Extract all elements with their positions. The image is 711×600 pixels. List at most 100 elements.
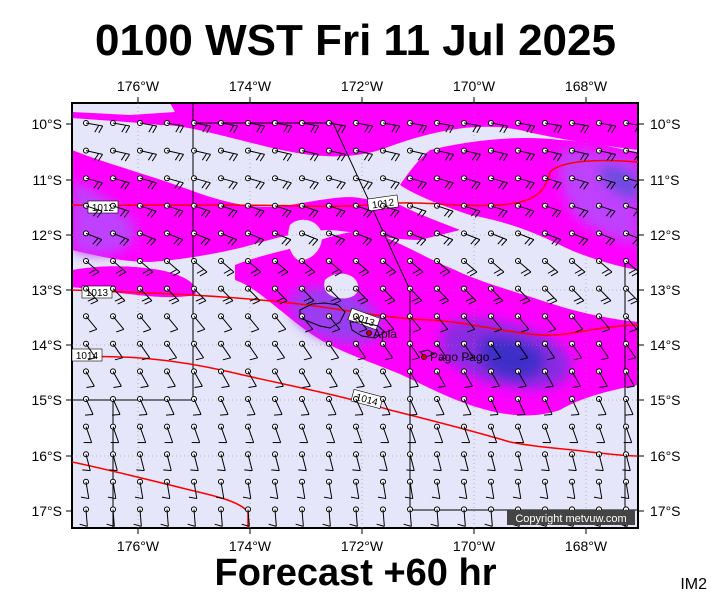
wind-barb <box>431 478 441 500</box>
wind-barb <box>541 451 550 472</box>
wind-barb <box>623 147 638 161</box>
wind-barb <box>596 313 611 333</box>
wind-barb <box>352 451 361 472</box>
wind-barb <box>191 285 207 305</box>
wind-barb <box>407 120 428 134</box>
wind-barb <box>596 147 616 162</box>
wind-barb <box>596 175 616 190</box>
wind-barb <box>353 285 369 305</box>
wind-barb <box>245 202 265 218</box>
wind-barb <box>137 258 154 277</box>
wind-barb <box>380 340 394 361</box>
wind-barb <box>353 147 373 162</box>
wind-barb <box>136 451 145 472</box>
wind-barb <box>569 147 589 162</box>
wind-barb <box>434 175 454 190</box>
wind-barb <box>461 230 481 246</box>
wind-barb <box>407 175 427 190</box>
wind-barb <box>137 120 158 134</box>
lat-label: 16°S <box>650 448 681 464</box>
wind-barb <box>353 340 367 361</box>
wind-barb <box>596 368 608 389</box>
wind-barb <box>134 478 144 500</box>
isobar-label: 1013 <box>86 288 109 299</box>
wind-barb <box>191 175 211 190</box>
lat-label: 11°S <box>33 172 62 188</box>
wind-barb <box>539 478 549 500</box>
wind-barb <box>295 506 305 527</box>
wind-barb <box>349 506 359 527</box>
wind-barb <box>353 230 373 246</box>
lon-label: 176°W <box>117 538 160 554</box>
wind-barb <box>164 202 184 218</box>
lat-label: 10°S <box>31 116 62 132</box>
wind-barb <box>622 451 631 472</box>
wind-barb <box>299 285 315 305</box>
wind-barb <box>596 230 616 246</box>
lat-label: 12°S <box>31 227 62 243</box>
wind-barb <box>353 175 373 190</box>
wind-barb <box>245 396 256 416</box>
wind-barb <box>83 258 100 277</box>
wind-barb <box>488 230 508 246</box>
wind-barb <box>191 230 211 246</box>
wind-barb <box>299 202 319 218</box>
wind-barb <box>593 478 603 500</box>
wind-barb <box>623 202 638 218</box>
wind-barb <box>434 423 444 444</box>
wind-barb <box>353 313 368 333</box>
wind-barb <box>191 313 206 333</box>
wind-barb <box>83 368 95 389</box>
wind-barb <box>542 230 562 246</box>
latitude-labels-right: 10°S 11°S 12°S 13°S 14°S 15°S 16°S 17°S <box>650 116 681 519</box>
wind-barb <box>460 451 469 472</box>
wind-barb <box>137 285 153 305</box>
wind-barb <box>161 478 171 500</box>
wind-barb <box>191 147 211 162</box>
lat-label: 14°S <box>650 337 681 353</box>
wind-barb <box>542 396 553 416</box>
wind-barb <box>407 340 421 361</box>
wind-barb <box>218 396 229 416</box>
wind-barb <box>214 506 224 527</box>
wind-barb <box>296 478 306 500</box>
wind-barb <box>299 368 311 389</box>
wind-barb <box>83 285 99 305</box>
wind-barb <box>485 478 495 500</box>
wind-barb <box>107 478 117 500</box>
wind-barb <box>407 313 422 333</box>
wind-barb <box>377 478 387 500</box>
wind-barb <box>110 396 121 416</box>
wind-barb <box>325 451 334 472</box>
wind-barb <box>191 120 212 134</box>
wind-barb <box>245 120 266 134</box>
wind-barb <box>137 230 157 246</box>
wind-barb <box>623 368 635 389</box>
lat-label: 11°S <box>650 172 679 188</box>
wind-barb <box>596 285 612 305</box>
wind-barb <box>353 120 374 134</box>
wind-barb <box>217 451 226 472</box>
wind-barb <box>488 285 504 305</box>
wind-barb <box>110 175 130 190</box>
wind-barb <box>515 340 529 361</box>
wind-barb <box>484 506 494 527</box>
wind-barb <box>164 396 175 416</box>
wind-barb <box>272 423 282 444</box>
wind-barb <box>298 451 307 472</box>
wind-barb <box>380 147 400 162</box>
wind-barb <box>272 175 292 190</box>
wind-barb <box>569 258 586 277</box>
wind-barb <box>407 423 417 444</box>
lat-label: 15°S <box>650 392 681 408</box>
wind-barb <box>380 368 392 389</box>
wind-barb <box>407 230 427 246</box>
wind-barb <box>245 340 259 361</box>
wind-barb <box>595 451 604 472</box>
wind-barb <box>569 368 581 389</box>
wind-barb <box>272 147 292 162</box>
wind-barb <box>326 368 338 389</box>
wind-barb <box>164 313 179 333</box>
wind-barb <box>433 451 442 472</box>
